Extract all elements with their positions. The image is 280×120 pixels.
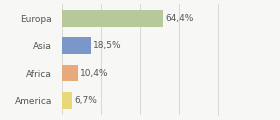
Bar	[62, 65, 78, 81]
Text: 64,4%: 64,4%	[165, 14, 193, 23]
Bar	[62, 10, 163, 27]
Text: 18,5%: 18,5%	[93, 41, 122, 50]
Text: 10,4%: 10,4%	[80, 69, 109, 78]
Text: 6,7%: 6,7%	[74, 96, 97, 105]
Bar	[62, 37, 91, 54]
Bar	[62, 92, 72, 109]
